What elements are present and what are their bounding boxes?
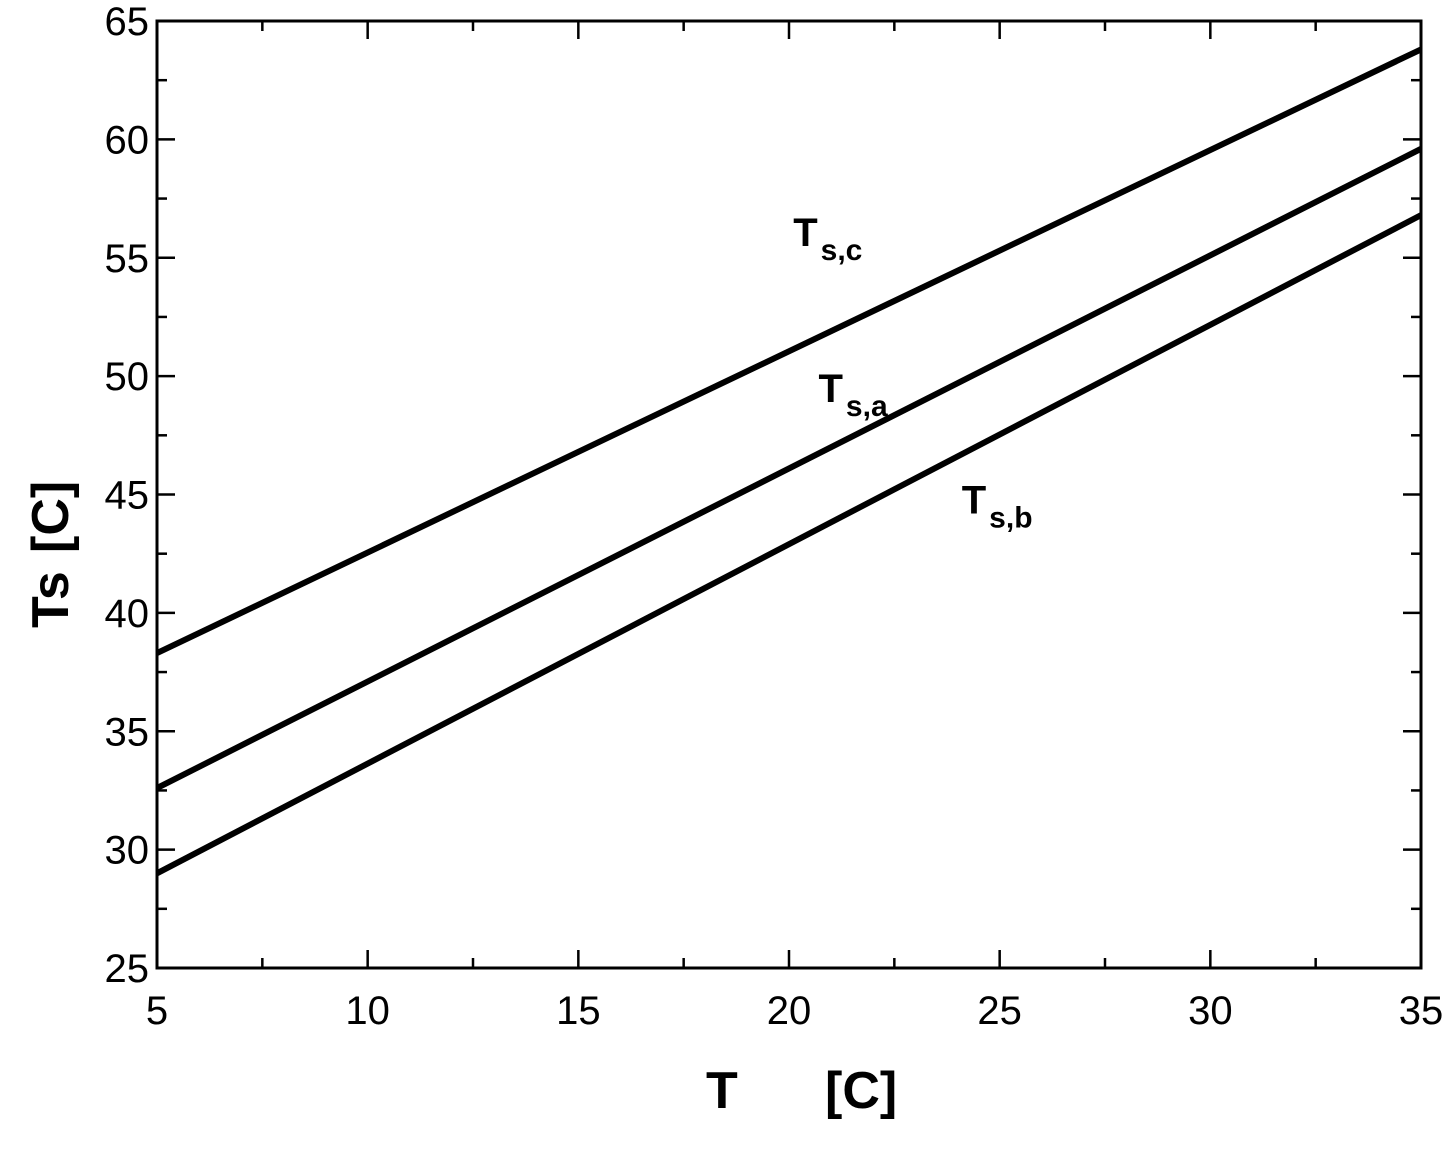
x-tick-label: 25: [977, 989, 1022, 1033]
y-tick-label: 35: [105, 710, 150, 754]
x-tick-label: 10: [345, 989, 390, 1033]
x-tick-label: 20: [767, 989, 812, 1033]
x-axis-title-unit: [C]: [825, 1062, 897, 1120]
y-tick-label: 25: [105, 947, 150, 991]
series-line-s-a: [155, 146, 1423, 791]
x-axis-title-symbol: T: [706, 1062, 738, 1120]
series-line-s-c: [155, 46, 1423, 656]
y-axis-title-symbol: Ts: [22, 571, 80, 628]
y-tick-label: 50: [105, 355, 150, 399]
x-tick-label: 35: [1399, 989, 1444, 1033]
y-axis-title-unit: [C]: [22, 481, 80, 553]
x-tick-label: 5: [146, 989, 168, 1033]
y-tick-labels: 25 30 35 40 45 50 55 60 65: [105, 0, 150, 991]
y-tick-label: 55: [105, 237, 150, 281]
x-tick-label: 30: [1188, 989, 1233, 1033]
y-tick-label: 40: [105, 592, 150, 636]
plot-frame: [155, 19, 1423, 970]
axis-ticks: [155, 19, 1423, 970]
x-tick-label: 15: [556, 989, 601, 1033]
y-tick-label: 65: [105, 0, 150, 44]
y-tick-label: 45: [105, 474, 150, 518]
x-tick-labels: 5 10 15 20 25 30 35: [146, 989, 1443, 1033]
y-axis-title: Ts [C]: [22, 481, 80, 628]
y-tick-label: 60: [105, 118, 150, 162]
series-line-s-b: [155, 212, 1423, 876]
y-tick-label: 30: [105, 829, 150, 873]
x-axis-title: T [C]: [706, 1062, 897, 1120]
series-lines: [155, 46, 1423, 876]
